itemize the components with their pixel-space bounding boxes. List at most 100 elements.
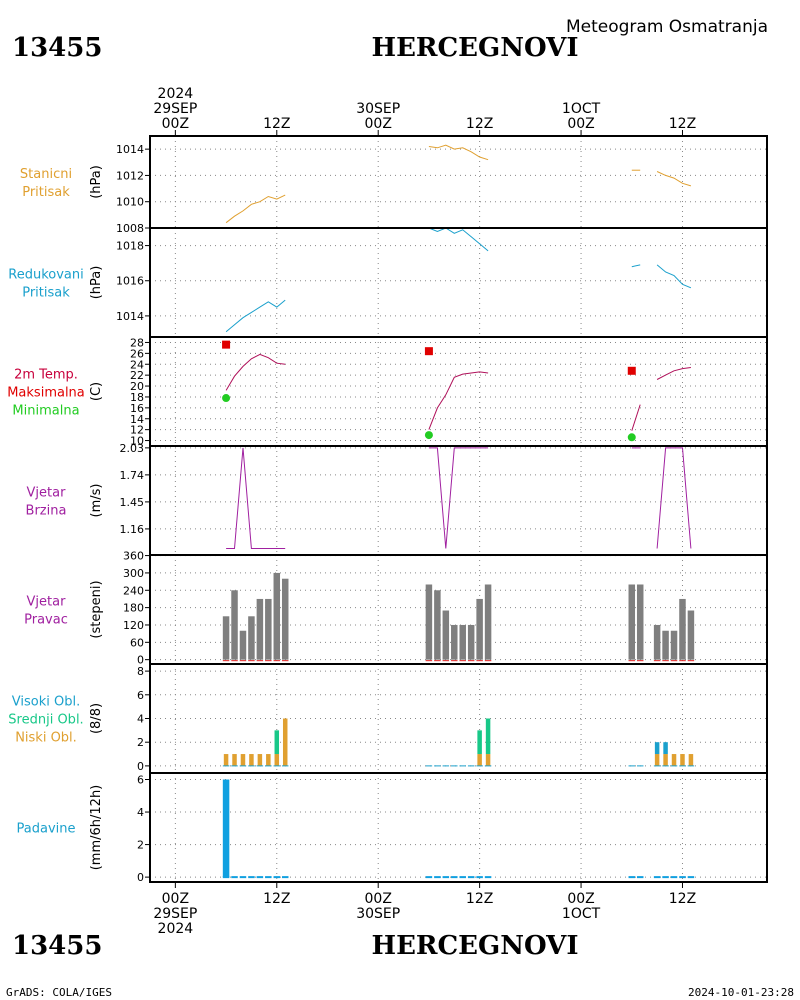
time-tick-label: 00Z bbox=[567, 891, 594, 907]
panel-label: Niski Obl. bbox=[15, 731, 77, 746]
cloud-bar bbox=[663, 742, 668, 755]
time-tick-label: 29SEP bbox=[153, 101, 197, 117]
y-axis-label: (hPa) bbox=[89, 165, 104, 199]
panel-label: Pravac bbox=[24, 613, 68, 628]
value-bar bbox=[670, 630, 678, 660]
y-tick-label: 2 bbox=[137, 736, 144, 749]
station-name-bottom: HERCEGNOVI bbox=[372, 931, 579, 961]
panel-reduced-pressure: 1014 1016 1018 (hPa) Redukovani Pritisak bbox=[8, 227, 768, 338]
series-line bbox=[428, 227, 489, 252]
meteogram-subtitle: Meteogram Osmatranja bbox=[566, 17, 768, 37]
max-temp-point bbox=[627, 366, 636, 375]
panel-label: Minimalna bbox=[12, 404, 79, 419]
panel-label: Visoki Obl. bbox=[12, 695, 80, 710]
value-bar bbox=[679, 598, 686, 660]
value-bar bbox=[425, 584, 433, 660]
y-tick-label: 1016 bbox=[116, 275, 144, 288]
y-tick-label: 1008 bbox=[116, 222, 144, 235]
panel-station-pressure: 1008 1010 1012 1014 (hPa) Stanicni Pritisak bbox=[20, 135, 768, 235]
panel-precipitation: 0 2 4 6 (mm/6h/12h) Padavine bbox=[17, 772, 768, 884]
value-bar bbox=[231, 590, 238, 660]
time-tick-label: 12Z bbox=[669, 891, 696, 907]
y-axis-label: (mm/6h/12h) bbox=[89, 785, 104, 871]
panel-label: Vjetar bbox=[27, 486, 67, 501]
cloud-bar bbox=[249, 754, 254, 766]
y-tick-label: 22 bbox=[130, 369, 144, 382]
y-tick-label: 1014 bbox=[116, 310, 144, 323]
station-id-top: 13455 bbox=[12, 33, 102, 63]
cloud-bar bbox=[654, 742, 660, 755]
y-axis-label: (hPa) bbox=[89, 266, 104, 300]
y-tick-label: 2.03 bbox=[120, 442, 145, 455]
y-tick-label: 0 bbox=[137, 760, 144, 773]
y-tick-label: 180 bbox=[123, 602, 144, 615]
time-tick-label: 12Z bbox=[466, 116, 493, 132]
cloud-bar bbox=[274, 754, 280, 766]
y-tick-label: 24 bbox=[130, 358, 144, 371]
y-tick-label: 1012 bbox=[116, 169, 144, 182]
value-bar bbox=[628, 584, 636, 660]
y-tick-label: 8 bbox=[137, 665, 144, 678]
y-tick-label: 60 bbox=[130, 636, 144, 649]
min-temp-point bbox=[424, 431, 433, 440]
time-tick-label: 12Z bbox=[263, 116, 290, 132]
time-tick-label: 00Z bbox=[162, 891, 189, 907]
value-bar bbox=[653, 624, 661, 660]
y-tick-label: 18 bbox=[130, 391, 144, 404]
time-tick-label: 00Z bbox=[567, 116, 594, 132]
series-line bbox=[225, 353, 286, 391]
panel-frame bbox=[149, 336, 768, 447]
y-tick-label: 14 bbox=[130, 413, 144, 426]
y-axis-label: (8/8) bbox=[89, 703, 104, 734]
cloud-bar bbox=[680, 754, 685, 766]
series-line bbox=[656, 171, 692, 187]
value-bar bbox=[222, 779, 230, 878]
value-bar bbox=[239, 630, 247, 660]
series-line bbox=[225, 299, 286, 333]
value-bar bbox=[222, 616, 230, 660]
panel-wind-direction: 0 60 120 180 240 300 360 (stepeni) Vjetar Pravac bbox=[24, 550, 768, 667]
value-bar bbox=[476, 598, 483, 660]
panel-label: Pritisak bbox=[22, 286, 70, 301]
value-bar bbox=[265, 598, 272, 660]
value-bar bbox=[484, 584, 492, 660]
panel-label: 2m Temp. bbox=[14, 368, 78, 383]
time-tick-label: 00Z bbox=[365, 116, 392, 132]
cloud-bar bbox=[232, 754, 237, 766]
value-bar bbox=[687, 610, 695, 660]
y-tick-label: 6 bbox=[137, 689, 144, 702]
y-tick-label: 26 bbox=[130, 347, 144, 360]
value-bar bbox=[434, 590, 441, 660]
value-bar bbox=[248, 616, 255, 660]
series-line bbox=[631, 404, 641, 431]
y-tick-label: 6 bbox=[137, 774, 144, 787]
time-tick-label: 1OCT bbox=[562, 906, 601, 922]
y-tick-label: 0 bbox=[137, 871, 144, 884]
y-tick-label: 1.74 bbox=[120, 469, 145, 482]
y-tick-label: 1018 bbox=[116, 240, 144, 253]
value-bar bbox=[636, 584, 644, 660]
y-tick-label: 0 bbox=[137, 654, 144, 667]
panel-frame bbox=[149, 135, 768, 229]
cloud-bar bbox=[223, 754, 229, 766]
y-tick-label: 1010 bbox=[116, 196, 144, 209]
y-tick-label: 300 bbox=[123, 567, 144, 580]
panel-label: Stanicni bbox=[20, 167, 72, 182]
panel-label: Redukovani bbox=[8, 268, 83, 283]
value-bar bbox=[281, 578, 289, 660]
y-tick-label: 360 bbox=[123, 550, 144, 563]
y-axis-label: (C) bbox=[89, 382, 104, 401]
series-line bbox=[428, 144, 489, 161]
max-temp-point bbox=[222, 340, 231, 349]
value-bar bbox=[273, 572, 281, 660]
max-temp-point bbox=[424, 347, 433, 356]
min-temp-point bbox=[222, 394, 231, 403]
time-tick-label: 00Z bbox=[162, 116, 189, 132]
time-tick-label: 30SEP bbox=[356, 101, 400, 117]
y-tick-label: 28 bbox=[130, 336, 144, 349]
time-tick-label: 30SEP bbox=[356, 906, 400, 922]
cloud-bar bbox=[485, 718, 491, 755]
